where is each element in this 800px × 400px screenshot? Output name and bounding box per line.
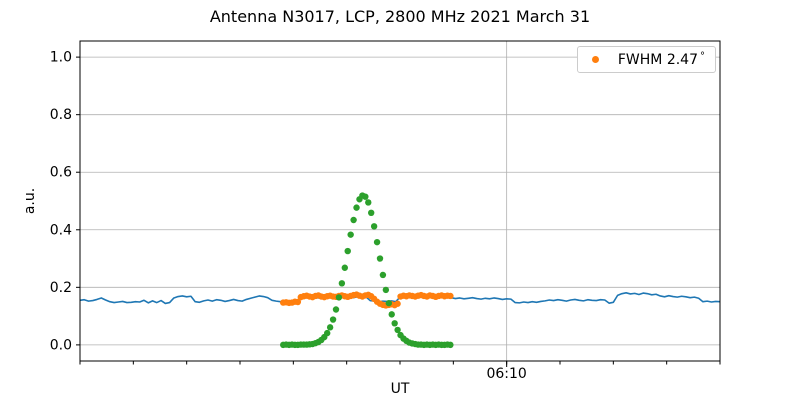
y-tick-label: 0.2: [50, 280, 72, 296]
gaussian-scan-dots-point: [341, 264, 348, 271]
y-tick-label: 0.4: [50, 222, 72, 238]
baseline-fit-dots-point: [447, 292, 454, 300]
gaussian-scan-dots: [280, 192, 454, 349]
gaussian-scan-dots-point: [350, 216, 357, 224]
gaussian-scan-dots-point: [394, 326, 401, 334]
x-tick-label: 06:10: [486, 366, 526, 382]
y-tick-label: 0.6: [50, 165, 72, 181]
gaussian-scan-dots-point: [326, 324, 334, 331]
gaussian-scan-dots-point: [379, 271, 387, 279]
gaussian-scan-dots-point: [353, 204, 360, 211]
gaussian-scan-dots-point: [365, 199, 372, 206]
gaussian-scan-dots-point: [370, 223, 378, 230]
gaussian-scan-dots-point: [324, 329, 331, 337]
baseline-fit-dots-point: [294, 298, 302, 306]
gaussian-scan-dots-point: [447, 341, 454, 349]
gaussian-scan-dots-point: [338, 280, 346, 287]
y-tick-label: 0.0: [50, 337, 72, 353]
axes-spines: [79, 40, 721, 362]
legend-label: FWHM 2.47: [617, 51, 698, 68]
gaussian-scan-dots-point: [335, 294, 343, 301]
gaussian-scan-dots-point: [332, 306, 340, 313]
gaussian-scan-dots-point: [373, 238, 381, 246]
baseline-fit-dots: [280, 291, 454, 309]
baseline-fit-dots-point: [394, 300, 401, 307]
gaussian-scan-dots-point: [376, 255, 384, 262]
gaussian-scan-dots-point: [391, 320, 398, 327]
x-axis-label: UT: [390, 381, 410, 397]
gaussian-scan-dots-point: [344, 247, 351, 255]
gaussian-scan-dots-point: [368, 209, 375, 216]
gaussian-scan-dots-point: [388, 311, 395, 318]
chart-title: Antenna N3017, LCP, 2800 MHz 2021 March …: [209, 7, 591, 26]
legend-marker-dot-icon: [591, 56, 599, 63]
gaussian-scan-dots-point: [362, 193, 369, 200]
legend-degree-symbol: °: [700, 50, 705, 62]
y-tick-label: 0.8: [50, 107, 72, 123]
gaussian-scan-dots-point: [385, 299, 392, 307]
gaussian-scan-dots-point: [347, 231, 354, 238]
legend: FWHM 2.47 °: [576, 46, 716, 73]
gaussian-scan-dots-point: [329, 316, 337, 323]
y-tick-label: 1.0: [50, 50, 72, 66]
gaussian-scan-dots-point: [382, 286, 390, 294]
